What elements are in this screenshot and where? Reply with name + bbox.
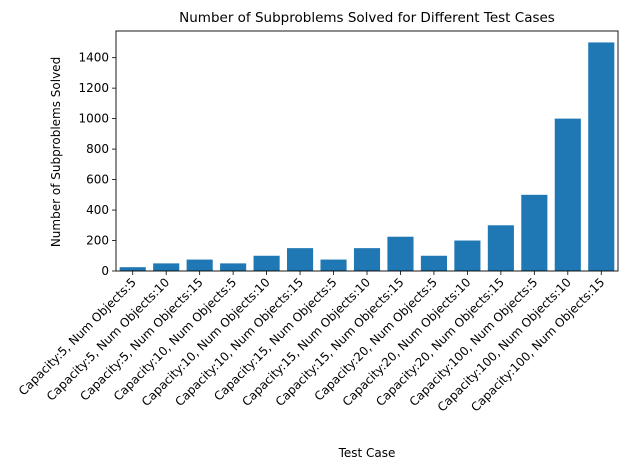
bar (521, 194, 548, 271)
bar (487, 225, 514, 271)
bar (588, 42, 615, 271)
bar (420, 255, 447, 271)
bar (153, 263, 180, 271)
chart-title: Number of Subproblems Solved for Differe… (179, 10, 555, 26)
bar (253, 255, 280, 271)
bar (287, 248, 314, 271)
y-tick-label: 1000 (78, 112, 109, 126)
y-axis-label: Number of Subproblems Solved (49, 57, 63, 247)
y-tick-label: 1200 (78, 81, 109, 95)
bar (353, 248, 381, 271)
y-axis: 0 200 400 600 800 1000 1200 1400 (78, 51, 116, 278)
plot-frame (115, 30, 619, 272)
y-tick-label: 600 (86, 173, 109, 187)
bar (220, 263, 247, 271)
y-tick-label: 0 (101, 264, 109, 278)
x-axis-label: Test Case (338, 446, 396, 460)
bar (454, 240, 481, 271)
y-tick-label: 200 (86, 234, 109, 248)
y-tick-label: 800 (86, 142, 109, 156)
bar (186, 259, 213, 271)
bar (119, 267, 146, 271)
bar (387, 236, 414, 271)
bar (320, 259, 347, 271)
bars-group (119, 42, 615, 271)
bar (554, 118, 581, 271)
y-tick-label: 400 (86, 203, 109, 217)
y-tick-label: 1400 (78, 51, 109, 65)
